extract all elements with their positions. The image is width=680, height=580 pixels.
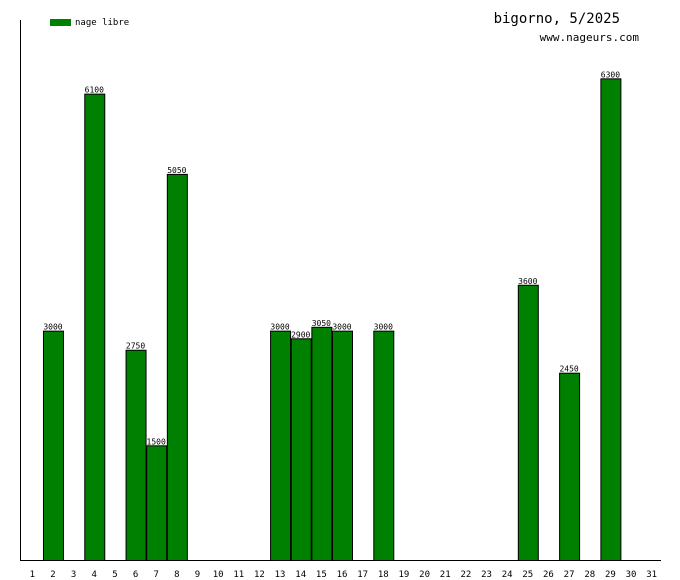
x-tick-label-26: 26 (543, 570, 554, 580)
x-tick-label-15: 15 (316, 570, 327, 580)
x-tick-label-31: 31 (646, 570, 657, 580)
x-tick-label-14: 14 (295, 570, 306, 580)
x-tick-label-21: 21 (440, 570, 451, 580)
bar-day-2 (42, 330, 64, 561)
x-tick-label-19: 19 (399, 570, 410, 580)
bar-day-4 (84, 93, 106, 561)
x-tick-label-29: 29 (605, 570, 616, 580)
x-tick-label-6: 6 (133, 570, 138, 580)
x-tick-label-10: 10 (213, 570, 224, 580)
bar-series-nage-libre (42, 78, 622, 561)
bar-day-6 (125, 349, 147, 561)
value-label-day-16: 3000 (332, 323, 351, 332)
x-tick-label-18: 18 (378, 570, 389, 580)
bar-day-16 (332, 330, 353, 561)
x-tick-label-25: 25 (522, 570, 533, 580)
value-label-day-2: 3000 (43, 323, 62, 332)
value-label-day-18: 3000 (374, 323, 393, 332)
bar-day-7 (146, 445, 168, 561)
chart-title: bigorno, 5/2025 (494, 11, 620, 27)
x-tick-labels: 1 2 3 4 5 6 7 8 9 10 11 12 13 14 15 16 17 18 19 20 21 22 23 24 2… (30, 570, 657, 580)
bar-day-25 (517, 284, 539, 561)
legend-label: nage libre (75, 18, 129, 28)
x-tick-label-12: 12 (254, 570, 265, 580)
value-label-day-27: 2450 (559, 365, 578, 374)
x-tick-label-24: 24 (502, 570, 513, 580)
x-tick-label-2: 2 (50, 570, 55, 580)
x-tick-label-16: 16 (337, 570, 348, 580)
bar-day-13 (270, 330, 292, 561)
x-tick-label-20: 20 (419, 570, 430, 580)
value-label-day-4: 6100 (85, 86, 104, 95)
x-tick-label-7: 7 (153, 570, 158, 580)
value-label-day-8: 5050 (167, 166, 186, 175)
x-tick-label-27: 27 (564, 570, 575, 580)
x-tick-label-22: 22 (460, 570, 471, 580)
x-tick-label-23: 23 (481, 570, 492, 580)
bar-day-27 (559, 372, 581, 561)
value-label-day-6: 2750 (126, 342, 145, 351)
bar-day-8 (166, 173, 188, 561)
bar-day-15 (311, 326, 333, 561)
x-tick-label-30: 30 (626, 570, 637, 580)
value-label-day-29: 6300 (601, 70, 620, 79)
x-tick-label-17: 17 (357, 570, 368, 580)
bar-day-14 (290, 338, 312, 561)
chart-legend: nage libre (50, 18, 129, 28)
value-label-day-25: 3600 (518, 277, 537, 286)
x-tick-label-9: 9 (195, 570, 200, 580)
x-tick-label-5: 5 (112, 570, 117, 580)
x-tick-label-1: 1 (30, 570, 35, 580)
bar-day-18 (373, 330, 395, 561)
x-tick-label-3: 3 (71, 570, 76, 580)
bar-day-29 (600, 78, 622, 561)
x-tick-label-11: 11 (233, 570, 244, 580)
x-tick-label-28: 28 (584, 570, 595, 580)
x-tick-label-4: 4 (92, 570, 97, 580)
value-label-day-14: 2900 (291, 330, 310, 339)
value-label-day-7: 1500 (147, 437, 166, 446)
legend-swatch (50, 19, 71, 26)
x-tick-label-8: 8 (174, 570, 179, 580)
value-label-day-15: 3050 (312, 319, 331, 328)
value-label-day-13: 3000 (270, 323, 289, 332)
x-tick-label-13: 13 (275, 570, 286, 580)
chart-subtitle: www.nageurs.com (540, 31, 640, 44)
